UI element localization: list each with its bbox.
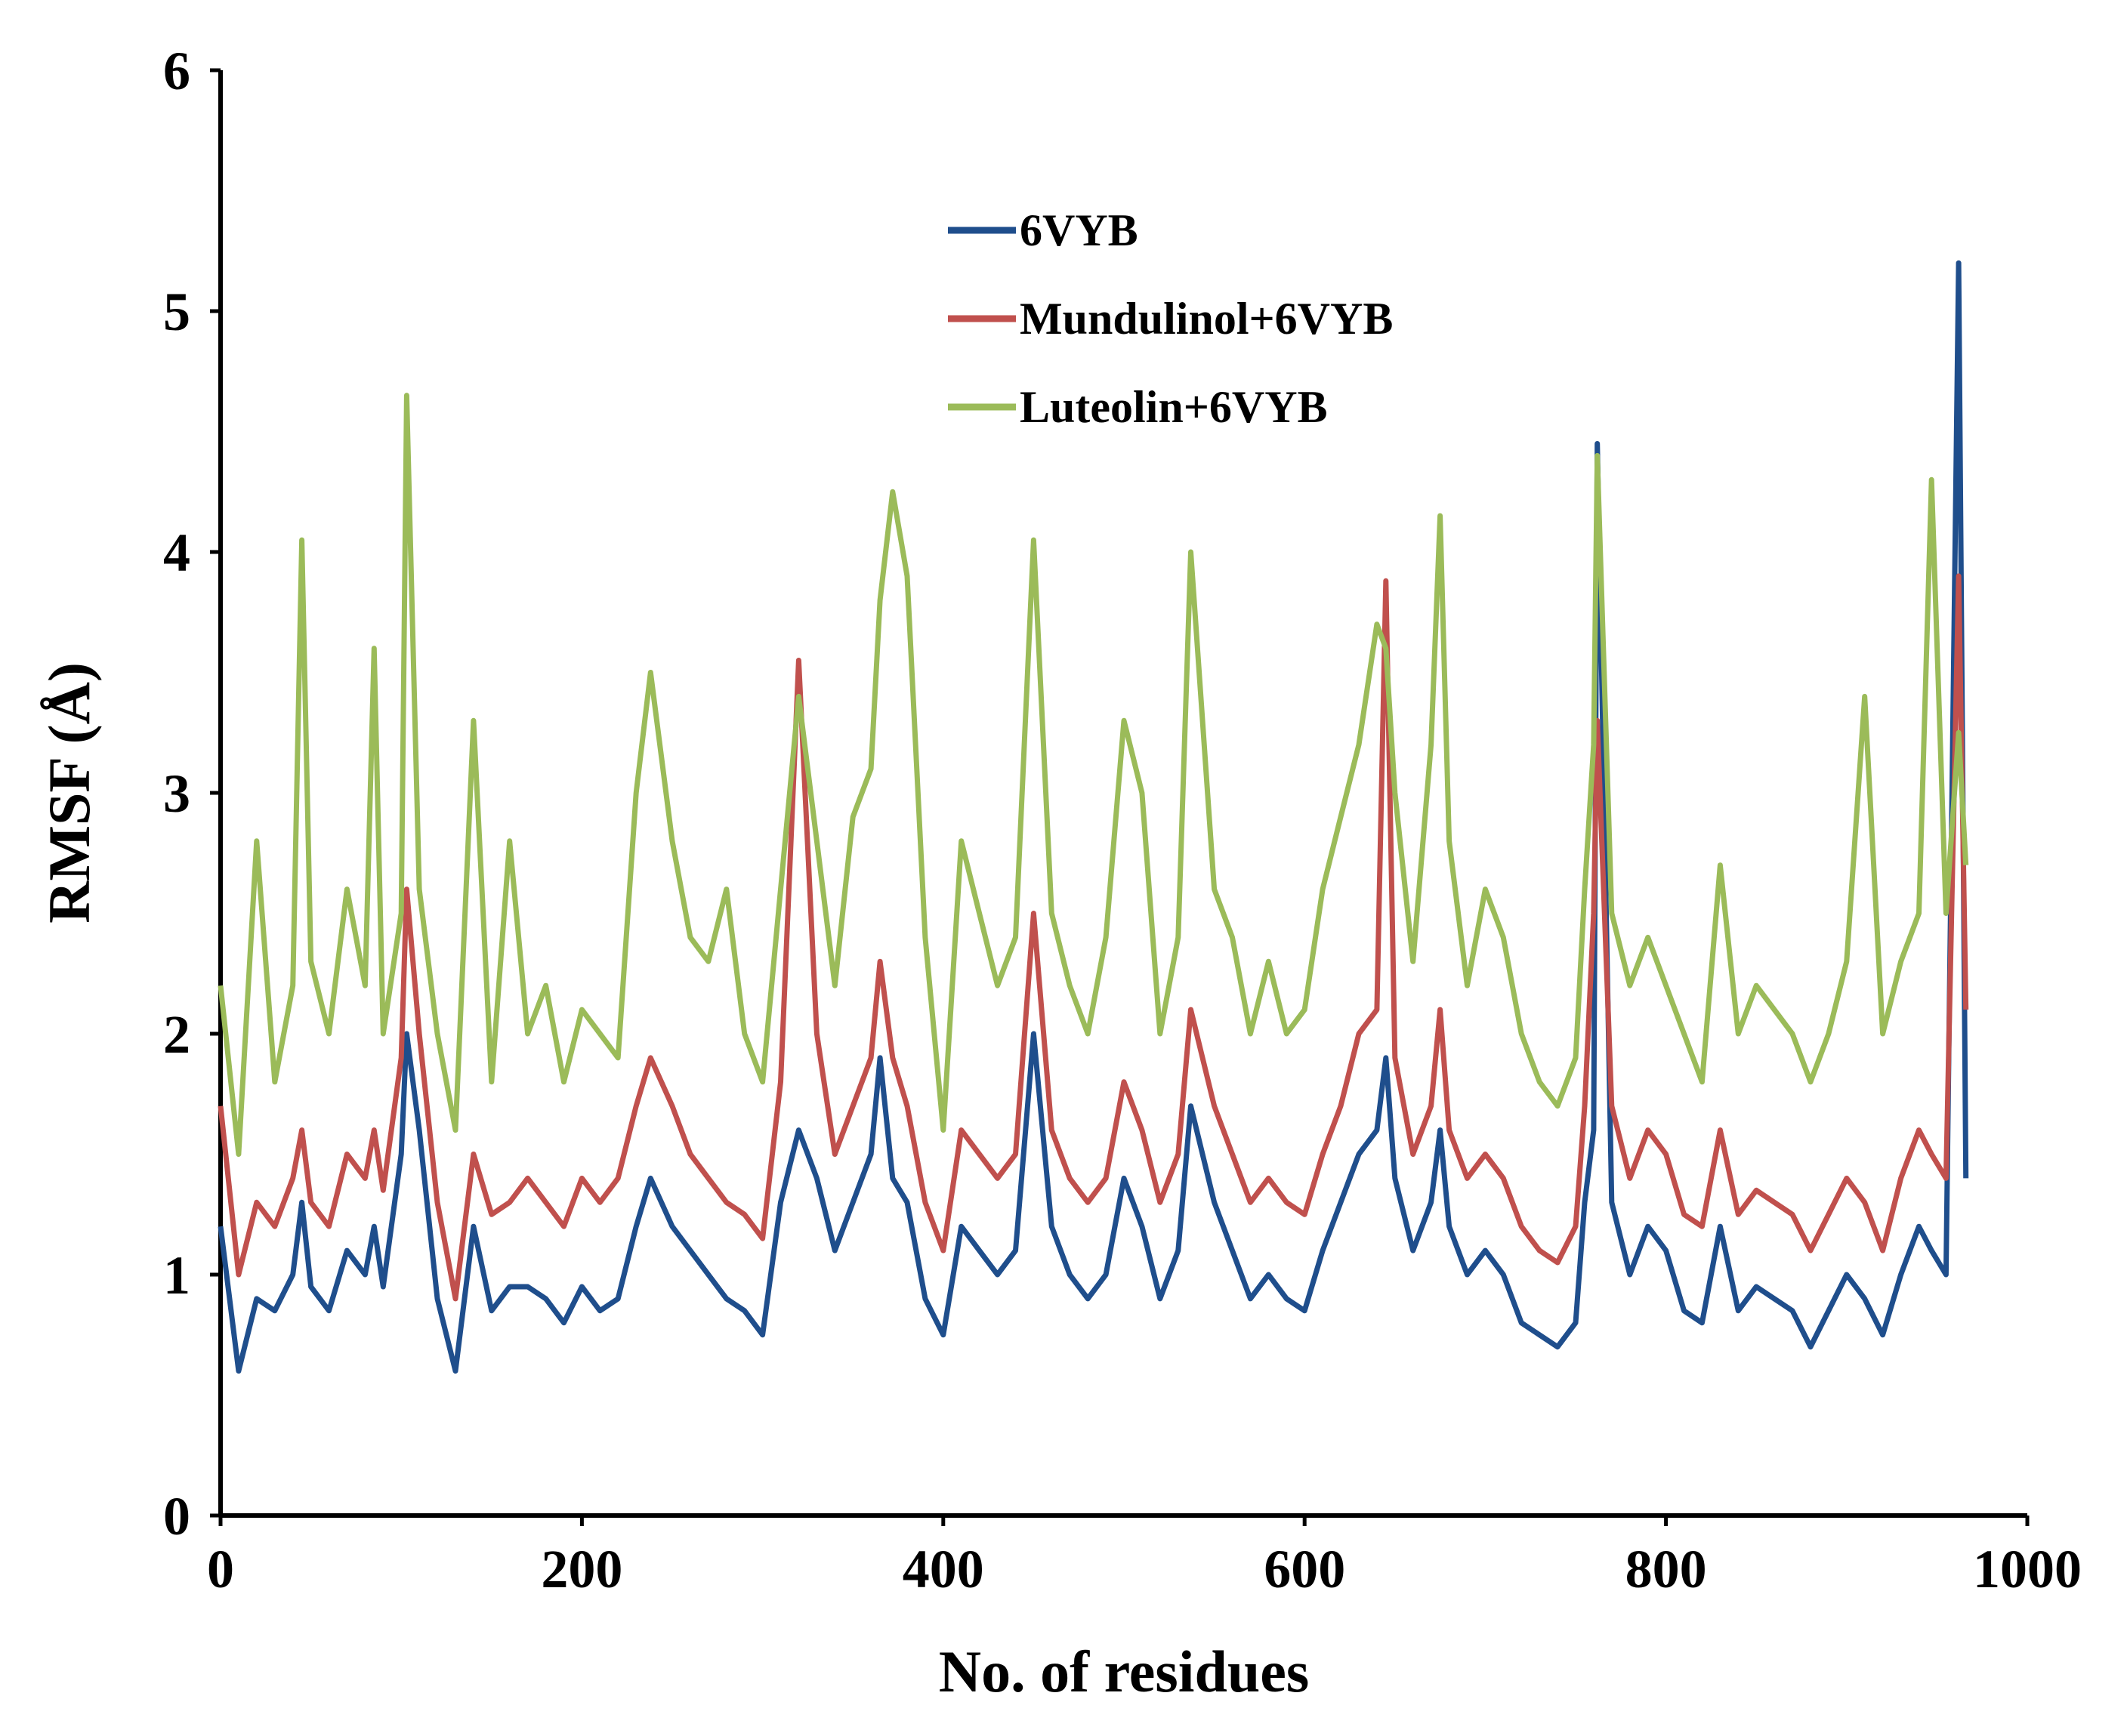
x-axis-title: No. of residues: [939, 1639, 1309, 1704]
series-lines: [218, 260, 1969, 1374]
y-tick-label: 2: [163, 1004, 190, 1065]
x-tick-label: 200: [541, 1539, 622, 1599]
y-axis-title: RMSF (Å): [36, 662, 102, 924]
legend-label: 6VYB: [1020, 205, 1138, 255]
y-tick-label: 6: [163, 41, 190, 101]
series-line-2: [218, 573, 1969, 1302]
x-ticks: 0 200 400 600 800 1000: [207, 1516, 2082, 1599]
y-tick-label: 4: [163, 523, 190, 583]
y-tick-label: 0: [163, 1486, 190, 1546]
x-tick-label: 1000: [1973, 1539, 2082, 1599]
legend-label: Mundulinol+6VYB: [1020, 294, 1393, 344]
y-tick-label: 3: [163, 763, 190, 824]
y-tick-label: 5: [163, 282, 190, 342]
series-line-3: [218, 393, 1969, 1157]
x-tick-label: 0: [207, 1539, 234, 1599]
y-ticks: 0 1 2 3 4 5 6: [163, 41, 221, 1546]
series-line-1: [218, 260, 1969, 1374]
y-tick-label: 1: [163, 1245, 190, 1306]
legend: 6VYB Mundulinol+6VYB Luteolin+6VYB: [948, 205, 1393, 432]
x-tick-label: 800: [1625, 1539, 1707, 1599]
legend-label: Luteolin+6VYB: [1020, 382, 1328, 432]
x-tick-label: 600: [1264, 1539, 1345, 1599]
x-tick-label: 400: [903, 1539, 984, 1599]
